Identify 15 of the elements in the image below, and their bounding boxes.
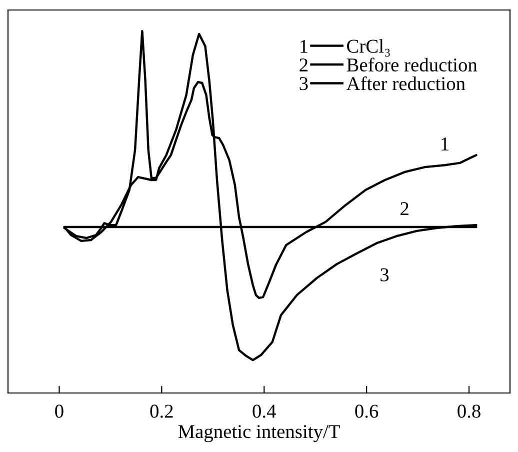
text: 2 — [300, 58, 308, 72]
x-tick-label: 0.8 — [458, 404, 480, 418]
legend-label: After reduction — [346, 76, 466, 90]
x-tick-label: 0.2 — [150, 404, 173, 418]
legend-label: CrCl₃ — [347, 39, 390, 57]
x-axis-title: Magnetic intensity/T — [178, 425, 340, 442]
annotation: 3 — [380, 268, 389, 282]
annotation: 1 — [442, 138, 448, 150]
text: 3 — [300, 77, 308, 90]
x-tick-label: 0 — [55, 404, 64, 418]
x-tick-label: 0.4 — [252, 404, 276, 418]
annotation: 2 — [400, 202, 408, 216]
x-tick-label: 0.6 — [355, 404, 378, 418]
text: 1 — [300, 40, 308, 53]
legend-label: Before reduction — [346, 58, 478, 72]
